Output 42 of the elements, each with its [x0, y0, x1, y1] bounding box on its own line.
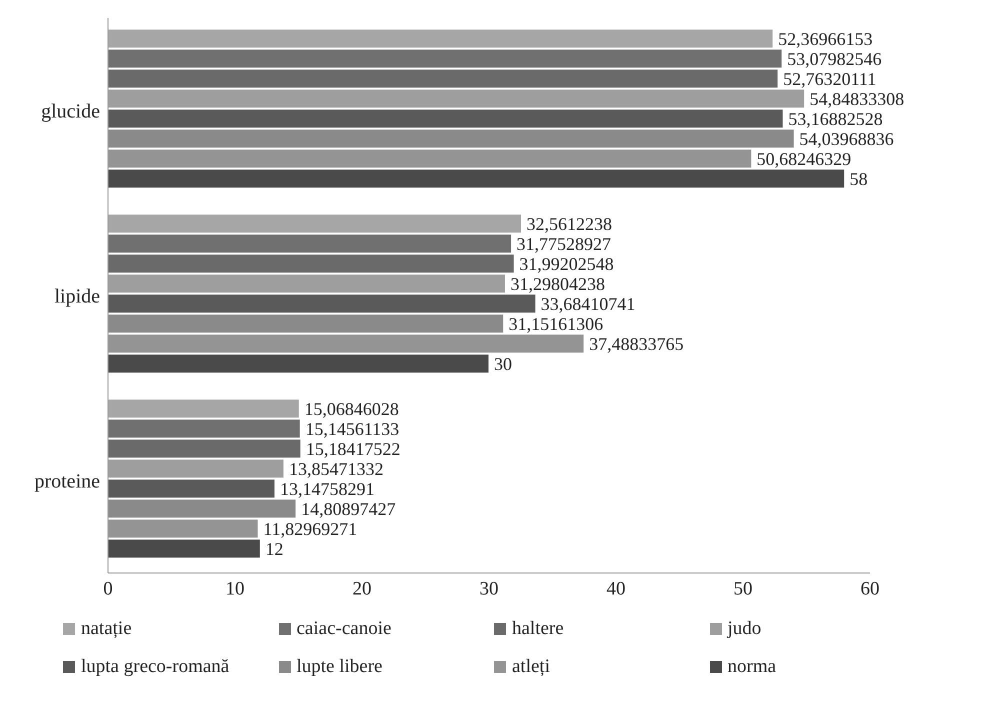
data-label: 12	[265, 538, 284, 559]
data-label: 54,03968836	[799, 128, 894, 149]
x-tick-label: 0	[103, 578, 113, 600]
data-label: 50,68246329	[756, 148, 852, 169]
data-label: 15,18417522	[306, 438, 400, 459]
x-tick-label: 50	[734, 578, 752, 600]
y-tick-label: proteine	[34, 470, 100, 493]
data-label: 15,06846028	[304, 398, 399, 419]
legend-label: haltere	[512, 618, 564, 640]
data-label: 54,84833308	[810, 88, 904, 109]
legend-label: natație	[81, 618, 132, 640]
legend-label: caiac-canoie	[296, 618, 392, 640]
data-label: 30	[494, 354, 512, 374]
data-label: 31,29804238	[510, 274, 605, 294]
data-label: 31,99202548	[519, 254, 614, 274]
data-label: 11,82969271	[263, 518, 358, 539]
data-label: 32,5612238	[526, 214, 612, 234]
y-tick-label: glucide	[41, 100, 100, 123]
data-label: 13,85471332	[288, 458, 384, 479]
data-label: 33,68410741	[540, 294, 636, 314]
legend-label: atleți	[512, 656, 550, 678]
y-tick-label: lipide	[54, 286, 100, 308]
legend-label: judo	[728, 618, 762, 640]
data-label: 15,14561133	[305, 418, 400, 439]
data-label: 37,48833765	[589, 334, 684, 354]
data-label: 13,14758291	[280, 478, 374, 499]
data-label: 31,77528927	[516, 234, 612, 254]
data-label: 53,07982546	[787, 48, 882, 69]
data-label: 52,36966153	[778, 28, 873, 49]
x-tick-label: 30	[480, 578, 498, 600]
data-label: 52,76320111	[783, 68, 876, 89]
data-label: 53,16882528	[788, 108, 883, 129]
data-label: 58	[850, 168, 868, 189]
data-label: 31,15161306	[508, 314, 604, 334]
x-tick-label: 60	[860, 578, 880, 600]
x-tick-label: 10	[226, 578, 244, 600]
legend-label: norma	[728, 656, 776, 678]
data-label: 14,80897427	[301, 498, 396, 519]
legend-label: lupta greco-romană	[81, 656, 230, 678]
x-tick-label: 20	[352, 578, 372, 600]
legend-label: lupte libere	[296, 656, 382, 678]
x-tick-label: 40	[606, 578, 626, 600]
